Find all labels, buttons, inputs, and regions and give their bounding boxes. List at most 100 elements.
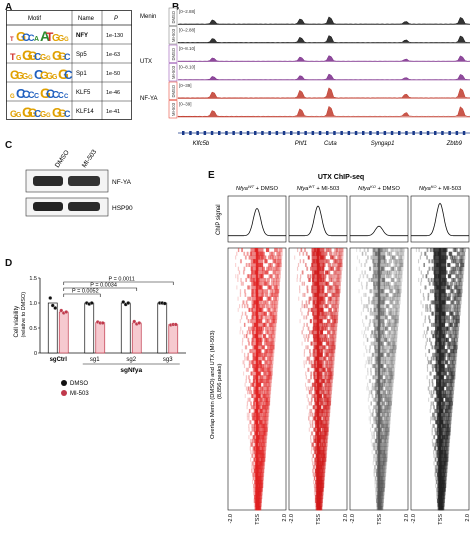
x-tick-label: TSS xyxy=(377,514,383,525)
data-point xyxy=(50,303,55,308)
motif-logo-letter: G xyxy=(58,66,69,82)
panel-label-d: D xyxy=(5,258,13,269)
profile-curve xyxy=(411,202,469,237)
motif-logo-letter: C xyxy=(52,90,59,101)
motif-logo-letter: T xyxy=(10,52,16,62)
motif-logo-letter: C xyxy=(34,52,41,63)
data-point xyxy=(59,308,64,313)
panel-label-e: E xyxy=(208,170,215,181)
heatmap-center-stripe xyxy=(438,248,442,510)
column-header: NfyaWT + MI-503 xyxy=(297,184,340,193)
motif-logo-letter: G xyxy=(10,109,17,119)
y-tick-label: 1.0 xyxy=(29,301,37,307)
motif-logo-letter: G xyxy=(10,68,19,82)
band-hsp90-dmso xyxy=(33,202,63,211)
condition-box xyxy=(168,44,178,63)
motif-logo-letter: G xyxy=(40,53,46,62)
track-group-label: NF-YA xyxy=(140,96,158,102)
motif-logo-letter: C xyxy=(22,32,30,44)
motif-logo-letter: C xyxy=(64,68,73,82)
motif-logo-letter: G xyxy=(40,110,46,119)
p-header: P xyxy=(114,16,118,22)
track-condition: MI-503 xyxy=(171,102,176,116)
motif-logo-letter: G xyxy=(46,71,53,81)
motif-logo-letter: G xyxy=(16,71,24,82)
bar-sg3-DMSO xyxy=(157,302,168,354)
motif-logo-letter: G xyxy=(58,51,67,63)
y-axis-label-sub: (relative to DMSO) xyxy=(21,292,27,338)
motif-logo-letter: G xyxy=(58,34,64,43)
motif-logo-letter: C xyxy=(34,109,41,120)
gene-name: Klfc5b xyxy=(193,141,210,147)
bar-sg2-DMSO xyxy=(120,302,131,354)
profile-box xyxy=(349,195,409,243)
motif-logo-letter: G xyxy=(28,106,37,120)
track-range: [0–8.10] xyxy=(179,46,195,51)
data-point xyxy=(121,300,126,304)
motif-name: Sp1 xyxy=(76,71,87,77)
motif-name: NFY xyxy=(76,33,88,39)
motif-logo-letter: C xyxy=(28,33,35,43)
bar-sg1-DMSO xyxy=(84,302,95,354)
x-tick-label: TSS xyxy=(438,514,444,525)
x-tick-label: -2.0 xyxy=(228,514,234,523)
name-header: Name xyxy=(78,16,95,22)
data-point xyxy=(173,322,178,327)
x-tick-label: -2.0 xyxy=(411,514,417,523)
coverage-track xyxy=(177,105,470,117)
motif-logo-letter: G xyxy=(28,49,37,63)
motif-logo-letter: T xyxy=(46,30,54,44)
motif-logo-letter: G xyxy=(52,48,62,63)
panel-label-c: C xyxy=(5,140,13,151)
legend-swatch xyxy=(61,390,67,396)
coverage-track xyxy=(177,35,470,43)
motif-logo-letter: G xyxy=(16,112,22,119)
x-tick-label: 2.0 xyxy=(343,514,349,522)
track-range: [0–39] xyxy=(179,83,192,88)
track-condition: DMSO xyxy=(171,10,176,23)
blot-label-hsp90: HSP90 xyxy=(112,205,133,212)
motif-name: KLF5 xyxy=(76,90,91,96)
p-value-annotation: P = 0.0011 xyxy=(109,277,135,283)
condition-box xyxy=(168,81,178,100)
bar-sg3-MI-503 xyxy=(168,324,179,354)
track-condition: DMSO xyxy=(171,84,176,97)
motif-logo-letter: G xyxy=(52,74,58,81)
motif-logo-letter: C xyxy=(64,52,71,62)
gene-name: Zbtb9 xyxy=(446,141,463,147)
data-point xyxy=(137,321,142,325)
x-tick-label: TSS xyxy=(316,514,322,525)
track-group-label: UTX xyxy=(140,59,152,65)
heatmap-ylabel: Overlap Menin (DMSO) and UTX (MI-503) xyxy=(210,330,216,439)
column-header: NfyaKO + MI-503 xyxy=(419,184,461,193)
profile-curve xyxy=(289,205,347,237)
motif-logo-letter: G xyxy=(10,94,15,100)
data-point xyxy=(89,301,94,305)
motif-logo-letter: C xyxy=(34,67,44,82)
motif-logo-letter: G xyxy=(64,37,69,43)
x-tick-label: 2.0 xyxy=(465,514,471,522)
column-header: NfyaKO + DMSO xyxy=(358,184,400,193)
motif-logo-letter: G xyxy=(40,85,51,101)
data-point xyxy=(53,306,58,310)
x-category-label: sg3 xyxy=(163,357,173,363)
motif-logo-letter: G xyxy=(52,33,60,44)
x-tick-label: -2.0 xyxy=(350,514,356,523)
coverage-track xyxy=(177,87,470,99)
heatmap-center-stripe xyxy=(255,248,259,510)
legend-label: MI-503 xyxy=(70,391,89,397)
coverage-track xyxy=(177,55,470,62)
track-group-label: Menin xyxy=(140,14,156,20)
x-tick-label: -2.0 xyxy=(289,514,295,523)
profile-curve xyxy=(350,225,408,237)
track-condition: DMSO xyxy=(171,47,176,60)
motif-logo-letter: A xyxy=(40,28,50,44)
motif-pvalue: 1e-46 xyxy=(106,90,120,96)
data-point xyxy=(48,296,53,300)
y-tick-label: 0 xyxy=(34,351,37,357)
condition-box xyxy=(168,63,178,82)
band-nfya-mi503 xyxy=(68,176,100,186)
motif-logo-letter: C xyxy=(64,94,69,100)
